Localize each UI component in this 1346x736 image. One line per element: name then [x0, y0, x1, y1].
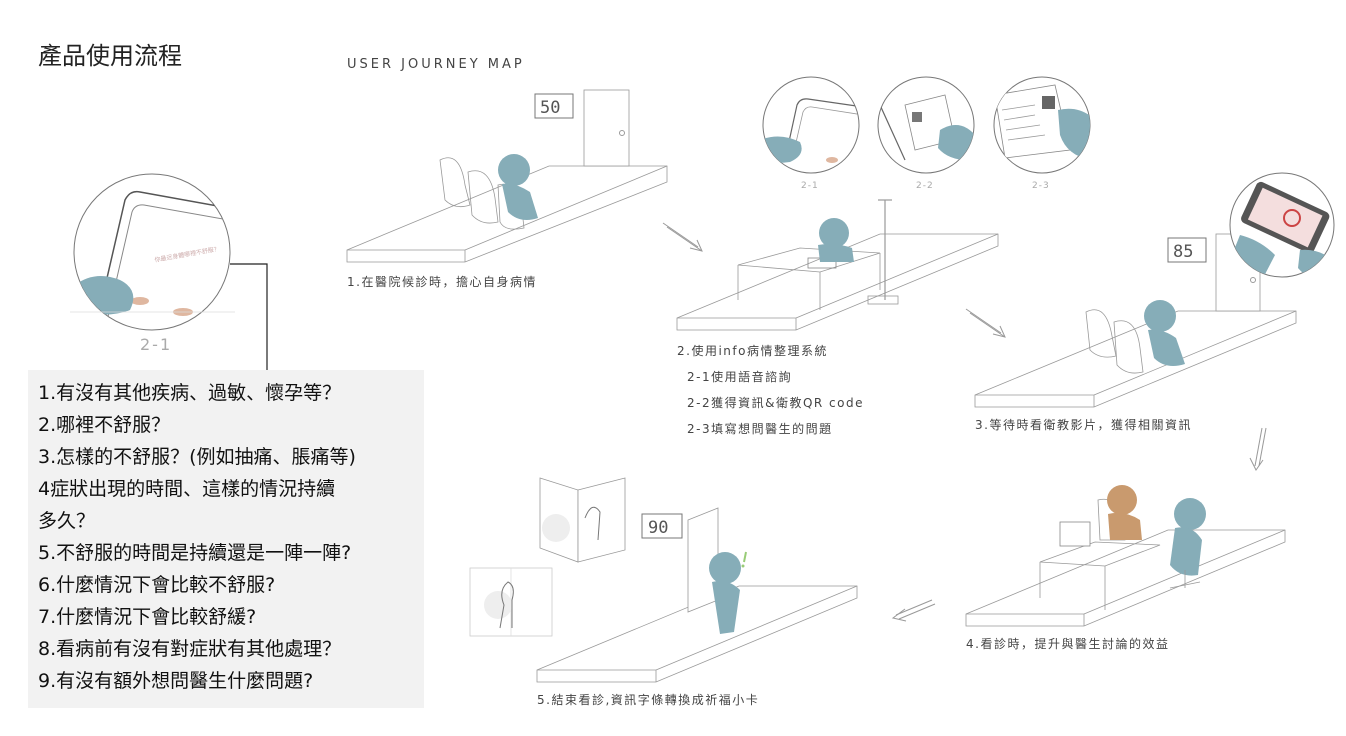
queue-number-2: 85 — [1173, 242, 1193, 262]
question-list: 1.有沒有其他疾病、過敏、懷孕等？ 2.哪裡不舒服？ 3.怎樣的不舒服？(例如抽… — [28, 370, 424, 708]
detail-label-2: 2-2 — [916, 181, 934, 191]
queue-number-3: 90 — [648, 518, 668, 538]
step-1-caption: 1.在醫院候診時，擔心自身病情 — [347, 275, 537, 289]
question-item: 2.哪裡不舒服？ — [38, 414, 171, 436]
detail-label-1: 2-1 — [801, 181, 819, 191]
step-2-sub-2: 2-2獲得資訊&衛教QR code — [687, 396, 864, 410]
question-item: 9.有沒有額外想問醫生什麼問題? — [38, 670, 314, 692]
question-item: 3.怎樣的不舒服？(例如抽痛、脹痛等) — [38, 446, 356, 468]
scene-2-info-system — [676, 199, 999, 331]
question-item: 1.有沒有其他疾病、過敏、懷孕等？ — [38, 382, 342, 404]
step-2-sub-1: 2-1使用語音諮詢 — [687, 370, 793, 384]
page-title: 產品使用流程 — [38, 42, 182, 70]
flow-arrow-4 — [891, 599, 936, 622]
scene-4-consultation — [965, 485, 1286, 627]
step-2-caption: 2.使用info病情整理系統 — [677, 344, 828, 358]
question-item: 5.不舒服的時間是持續還是一陣一陣? — [38, 542, 352, 564]
callout-line — [230, 263, 268, 372]
question-item: 6.什麼情況下會比較不舒服? — [38, 574, 276, 596]
question-item: 4症狀出現的時間、這樣的情況持續 — [38, 478, 336, 500]
question-item: 7.什麼情況下會比較舒緩? — [38, 606, 257, 628]
journey-map-title: USER JOURNEY MAP — [347, 57, 525, 72]
step-2-sub-3: 2-3填寫想問醫生的問題 — [687, 422, 833, 436]
flow-arrow-2 — [965, 308, 1006, 338]
detail-circle-2 — [877, 76, 975, 174]
zoom-label: 2-1 — [140, 335, 172, 354]
zoom-detail-circle: 你最近身體哪裡不舒服？ — [70, 173, 235, 331]
detail-circle-1 — [762, 76, 860, 174]
question-item: 多久？ — [38, 510, 96, 532]
question-item: 8.看病前有沒有對症狀有其他處理？ — [38, 638, 342, 660]
step-4-caption: 4.看診時，提升與醫生討論的效益 — [966, 637, 1170, 651]
step-3-caption: 3.等待時看衛教影片，獲得相關資訊 — [975, 418, 1192, 432]
step-5-caption: 5.結束看診,資訊字條轉換成祈福小卡 — [537, 693, 760, 707]
scene-1-waiting: 50 — [346, 89, 668, 263]
scene-5-blessing-card: 90 — [469, 477, 858, 683]
queue-number-1: 50 — [540, 98, 560, 118]
detail-circle-3 — [993, 76, 1091, 174]
flow-arrow-1 — [662, 222, 703, 252]
detail-label-3: 2-3 — [1032, 181, 1050, 191]
flow-arrow-3 — [1249, 427, 1267, 471]
